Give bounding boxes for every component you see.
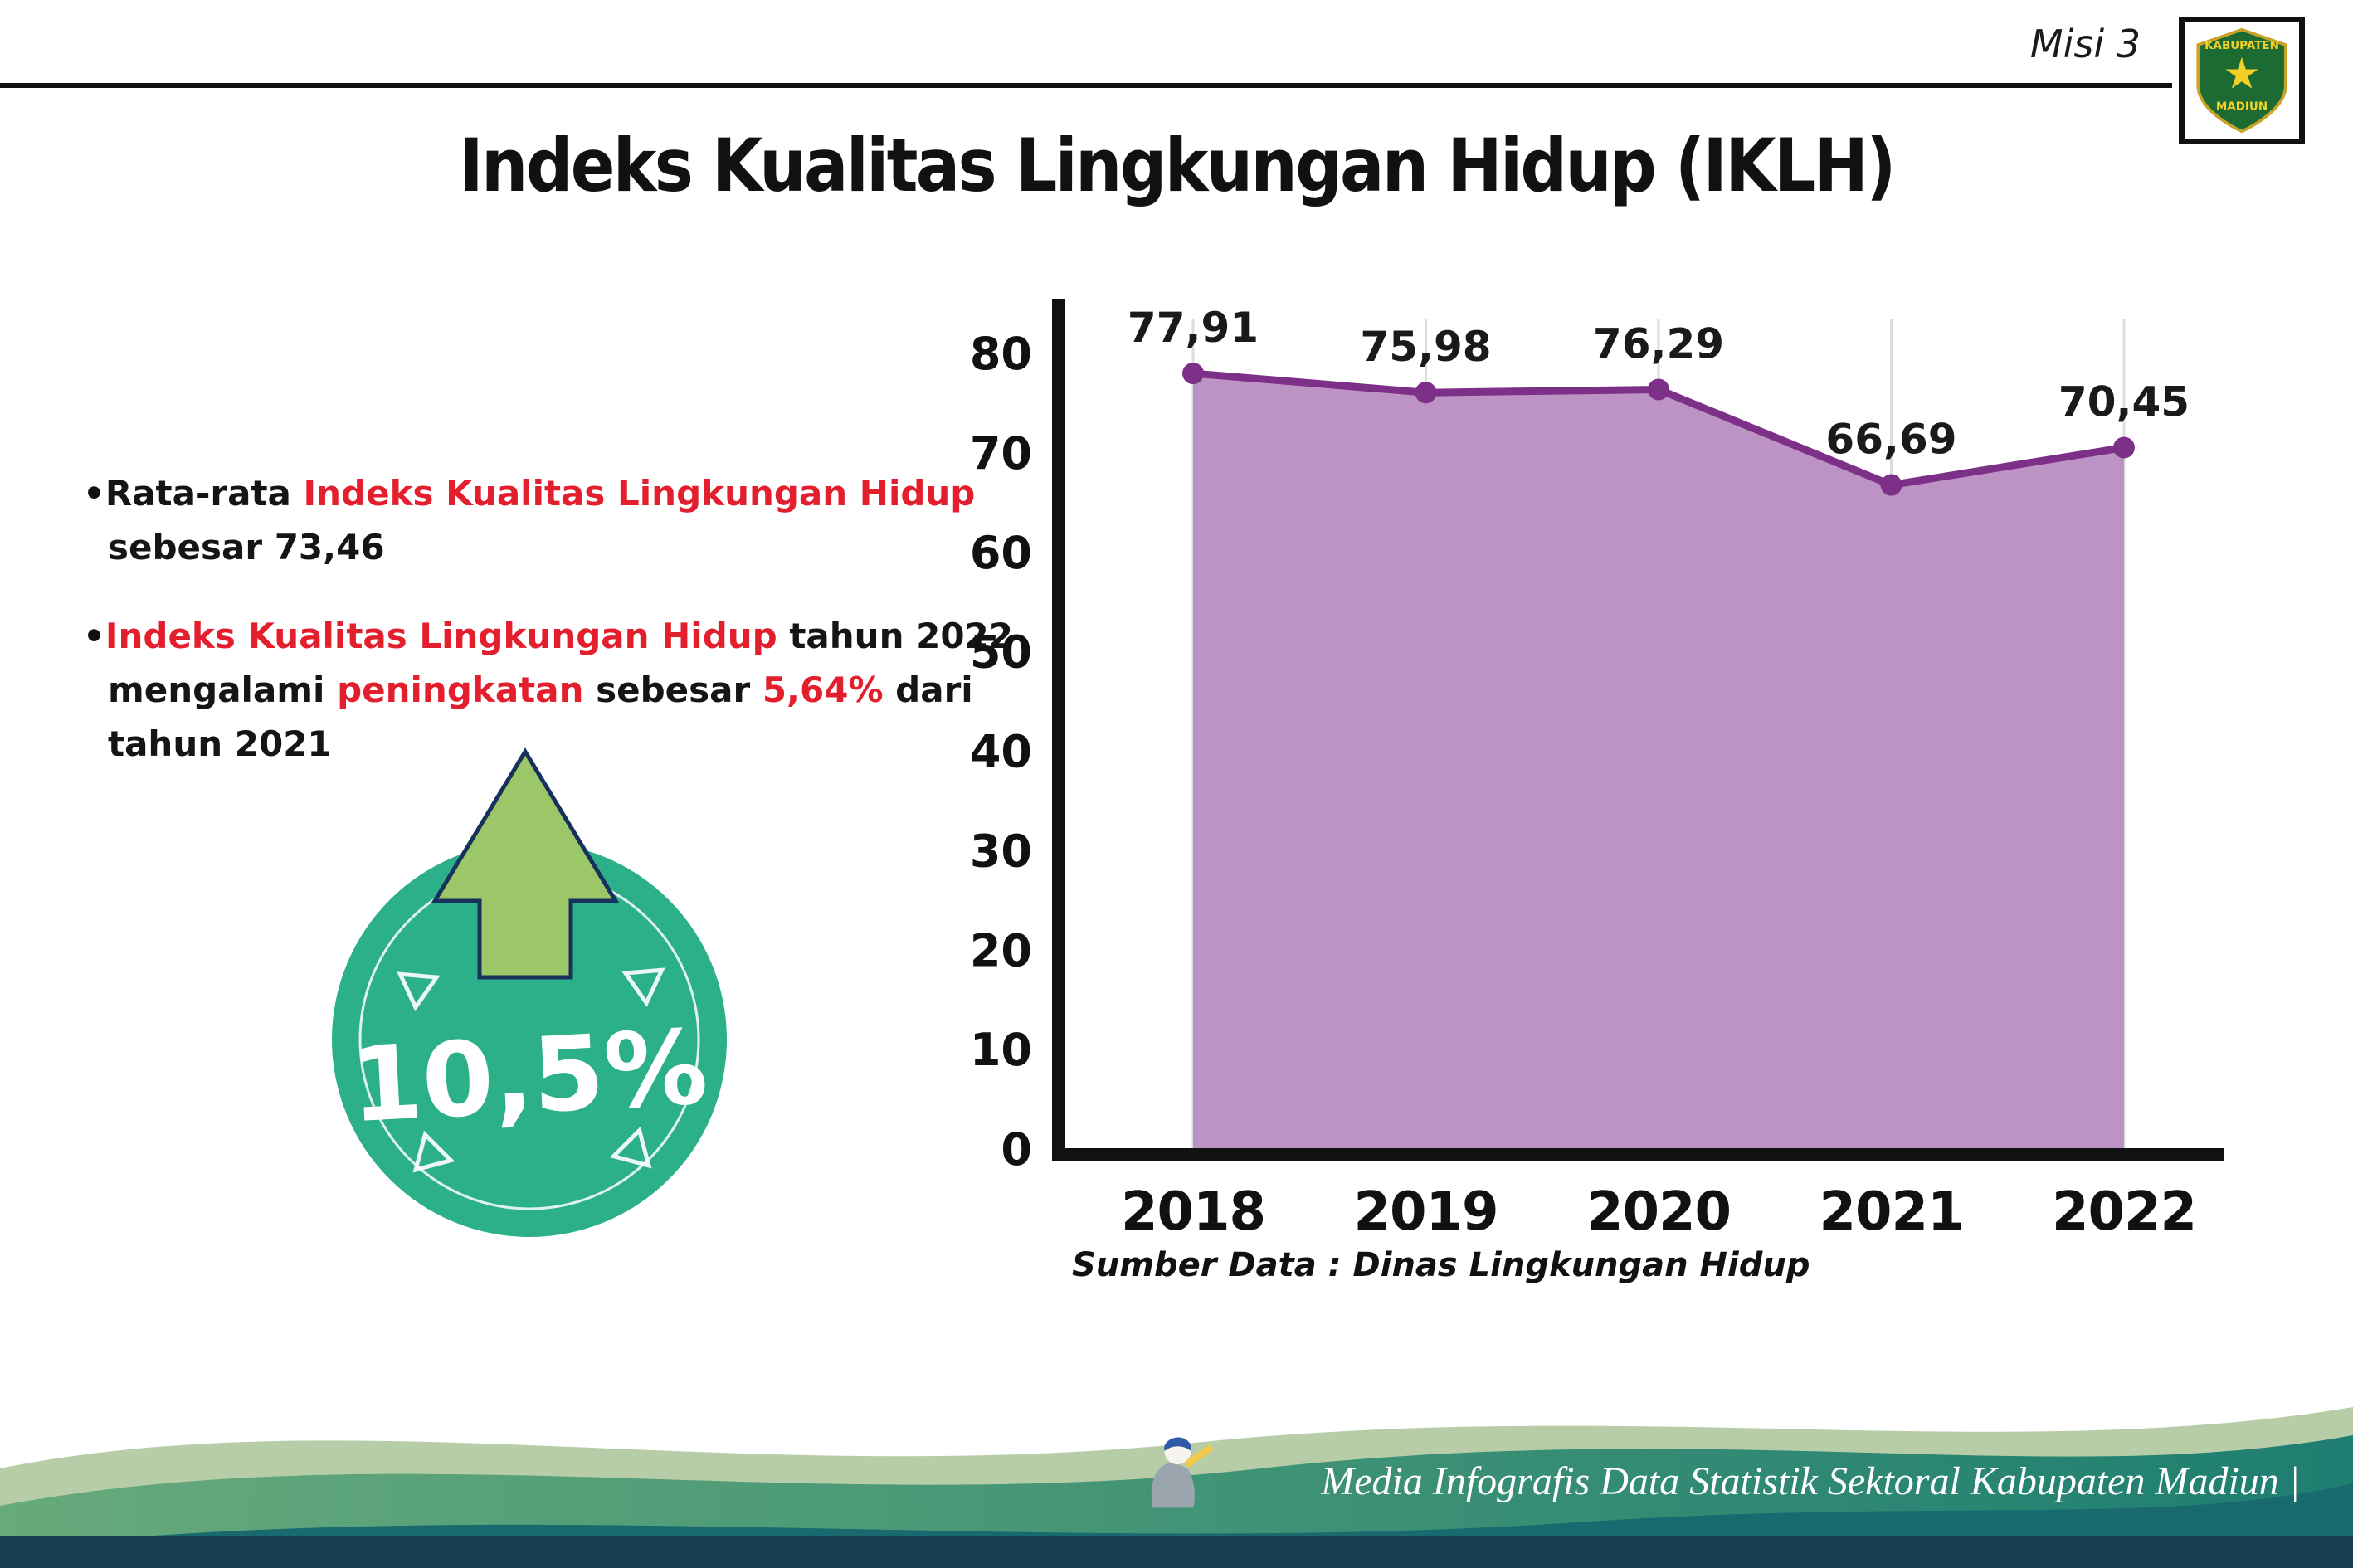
y-axis xyxy=(1052,299,1065,1161)
y-tick-label: 60 xyxy=(970,527,1032,579)
area-fill xyxy=(1193,373,2124,1148)
bullet-dot: • xyxy=(83,616,105,657)
crest-icon: KABUPATEN MADIUN xyxy=(2196,27,2287,134)
increase-badge: 10,5% xyxy=(332,747,727,1237)
bullet-text: peningkatan xyxy=(337,670,584,711)
data-point xyxy=(1880,474,1902,496)
bullet-item: •Indeks Kualitas Lingkungan Hidup tahun … xyxy=(83,609,1054,771)
y-tick-label: 30 xyxy=(970,825,1032,877)
up-arrow-icon xyxy=(431,747,620,980)
crest-top-text: KABUPATEN xyxy=(2204,39,2279,52)
year-label: 2018 xyxy=(1121,1181,1265,1243)
year-label: 2019 xyxy=(1353,1181,1498,1243)
mascot-pencil xyxy=(1185,1444,1214,1468)
increase-percent: 10,5% xyxy=(348,1008,710,1146)
bullet-item: •Rata-rata Indeks Kualitas Lingkungan Hi… xyxy=(83,466,1054,574)
y-tick-label: 10 xyxy=(970,1024,1032,1076)
misi-label: Misi 3 xyxy=(2029,22,2141,66)
y-tick-label: 80 xyxy=(970,328,1032,380)
y-tick-label: 20 xyxy=(970,924,1032,976)
bullet-text: dari tahun 2021 xyxy=(108,670,973,765)
header-divider xyxy=(0,83,2172,88)
y-tick-label: 0 xyxy=(1001,1123,1032,1176)
crest-bottom-text: MADIUN xyxy=(2216,100,2268,114)
y-tick-label: 70 xyxy=(970,427,1032,480)
bullet-text: sebesar xyxy=(583,670,762,711)
value-label: 77,91 xyxy=(1128,304,1259,352)
bullet-text: Indeks Kualitas Lingkungan Hidup xyxy=(303,473,976,514)
data-point xyxy=(2113,436,2135,459)
mascot-icon xyxy=(1151,1437,1214,1508)
badge-triangle xyxy=(397,971,441,1012)
badge-triangle xyxy=(412,1130,455,1173)
y-tick-label: 50 xyxy=(970,626,1032,679)
page-title: Indeks Kualitas Lingkungan Hidup (IKLH) xyxy=(459,123,1896,208)
data-point xyxy=(1415,382,1437,404)
bullet-text: Rata-rata xyxy=(105,473,304,514)
mascot-cap xyxy=(1164,1437,1191,1451)
footer-credit: Media Infografis Data Statistik Sektoral… xyxy=(1321,1459,2300,1503)
value-label: 75,98 xyxy=(1360,323,1491,371)
bottom-band xyxy=(0,1536,2353,1568)
badge-triangle xyxy=(621,967,665,1008)
bullet-text: sebesar 73,46 xyxy=(108,527,385,568)
data-point xyxy=(1182,363,1204,385)
value-label: 66,69 xyxy=(1825,416,1956,464)
bullet-text: tahun 2022 mengalami xyxy=(108,616,1013,711)
bullet-text: Indeks Kualitas Lingkungan Hidup xyxy=(105,616,777,657)
iklh-area-chart: 77,91 75,98 76,29 66,69 70,45 0 10 20 30 40 50 60 70… xyxy=(970,299,2224,1243)
badge-triangle xyxy=(609,1126,652,1169)
key-points: •Rata-rata Indeks Kualitas Lingkungan Hi… xyxy=(83,466,1054,806)
kabupaten-madiun-logo: KABUPATEN MADIUN xyxy=(2179,17,2305,144)
mascot-body xyxy=(1151,1462,1195,1508)
data-point xyxy=(1648,378,1669,401)
data-source: Sumber Data : Dinas Lingkungan Hidup xyxy=(1072,1246,1810,1284)
value-label: 70,45 xyxy=(2058,377,2190,426)
bullet-text: 5,64% xyxy=(762,670,884,711)
year-label: 2021 xyxy=(1819,1181,1963,1243)
x-axis xyxy=(1052,1148,2224,1161)
year-label: 2022 xyxy=(2052,1181,2196,1243)
y-tick-label: 40 xyxy=(970,726,1032,778)
value-label: 76,29 xyxy=(1593,319,1724,368)
crest-star xyxy=(2225,56,2258,89)
year-label: 2020 xyxy=(1586,1181,1731,1243)
bullet-dot: • xyxy=(83,473,105,514)
